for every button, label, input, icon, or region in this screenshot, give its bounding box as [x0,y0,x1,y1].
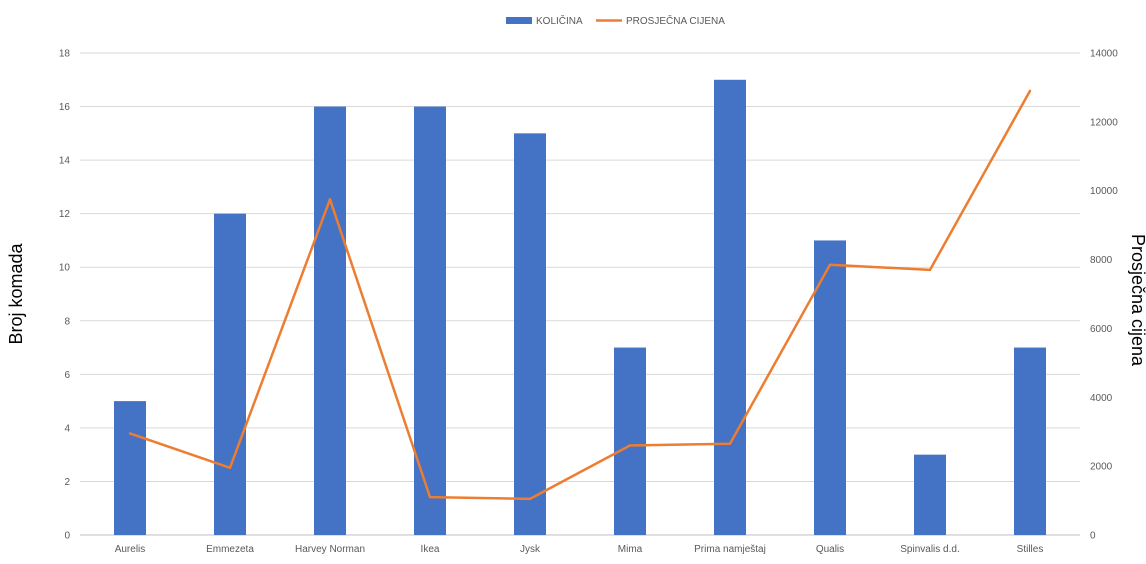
category-label: Spinvalis d.d. [900,544,959,555]
gridlines [80,52,1080,536]
bar [914,454,946,535]
left-axis-tick-label: 0 [64,531,70,542]
left-axis-tick-label: 16 [59,102,71,113]
line-point [728,442,732,445]
right-axis-tick-label: 14000 [1090,49,1118,60]
bar [314,106,346,536]
bar [514,133,546,536]
bar [1014,347,1046,535]
right-axis-ticks: 0 2000 4000 6000 8000 10000 12000 14000 [1090,49,1118,542]
line-point [528,497,532,501]
category-label: Jysk [520,544,541,555]
legend: KOLIČINA PROSJEČNA CIJENA [506,14,725,27]
left-axis-tick-label: 4 [64,423,70,434]
right-axis-title: Prosječna cijena [1128,234,1146,367]
left-axis-tick-label: 2 [64,477,70,488]
line-point [928,268,932,272]
line-point [328,198,332,201]
right-axis-tick-label: 12000 [1090,117,1118,128]
line-point [228,466,232,470]
right-axis-tick-label: 4000 [1090,393,1113,404]
left-axis-ticks: 0 2 4 6 8 10 12 14 16 18 [59,49,71,542]
category-label: Prima namještaj [694,544,766,555]
legend-label-kolicina: KOLIČINA [536,14,583,27]
category-label: Harvey Norman [295,544,365,555]
bar [214,213,246,535]
legend-label-prosjecna-cijena: PROSJEČNA CIJENA [626,14,725,27]
bar [714,79,746,536]
left-axis-tick-label: 10 [59,263,71,274]
bar [414,106,446,536]
line-point [128,432,132,435]
bar [614,347,646,535]
right-axis-tick-label: 0 [1090,531,1096,542]
category-label: Ikea [421,544,440,555]
price-line [129,90,1032,501]
line-point [828,263,832,266]
category-label: Qualis [816,544,844,555]
left-axis-tick-label: 18 [59,49,71,60]
legend-swatch-kolicina [506,17,532,24]
right-axis-tick-label: 6000 [1090,324,1113,335]
bar [814,240,846,535]
right-axis-tick-label: 10000 [1090,186,1118,197]
line-point [428,495,432,499]
left-axis-tick-label: 6 [64,370,70,381]
line-point [1028,89,1032,93]
line-point [628,444,632,447]
category-label: Stilles [1017,544,1044,555]
category-label: Aurelis [115,544,146,555]
right-axis-tick-label: 2000 [1090,462,1113,473]
bar-series [114,79,1046,536]
category-label: Emmezeta [206,544,254,555]
left-axis-tick-label: 12 [59,209,71,220]
line-series [128,89,1032,501]
left-axis-tick-label: 14 [59,156,71,167]
left-axis-tick-label: 8 [64,316,70,327]
left-axis-title: Broj komada [6,242,26,344]
right-axis-tick-label: 8000 [1090,255,1113,266]
category-label: Mima [618,544,643,555]
bar [114,401,146,535]
category-axis-ticks: Aurelis Emmezeta Harvey Norman Ikea Jysk Mima… [115,544,1044,555]
